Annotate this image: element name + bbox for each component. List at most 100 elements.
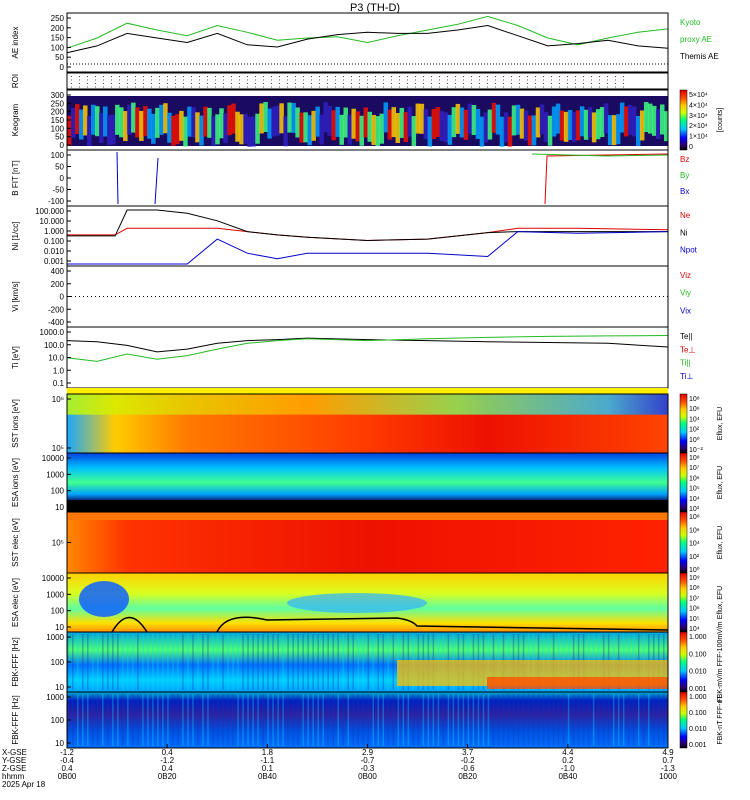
fbk-stripe bbox=[327, 634, 329, 690]
fbk-stripe bbox=[337, 634, 339, 690]
keogram-stripe bbox=[519, 108, 525, 139]
fbk-stripe bbox=[322, 634, 324, 690]
keogram-stripe bbox=[367, 111, 373, 142]
keogram-stripe bbox=[503, 112, 509, 143]
colorbar-tick: 10⁷ bbox=[689, 465, 700, 472]
keogram-stripe bbox=[75, 104, 80, 135]
roi-dot bbox=[183, 86, 184, 88]
roi-dot bbox=[207, 86, 208, 88]
keogram-stripe bbox=[627, 104, 633, 135]
roi-dot bbox=[503, 79, 504, 81]
ytick-label: 0.001 bbox=[44, 257, 65, 266]
roi-dot bbox=[447, 79, 448, 81]
fbk-stripe bbox=[577, 694, 580, 746]
keogram-stripe bbox=[531, 115, 537, 146]
roi-dot bbox=[591, 76, 592, 77]
fbk-stripe bbox=[462, 694, 465, 746]
roi-dot bbox=[183, 76, 184, 77]
fbk-stripe bbox=[167, 694, 169, 746]
panel-ylabel: ESA ions [eV] bbox=[11, 458, 20, 507]
colorbar-tick: 10⁰ bbox=[689, 436, 700, 444]
colorbar-tick: 10⁹ bbox=[689, 575, 700, 582]
fbk-stripe bbox=[627, 694, 630, 746]
colorbar bbox=[679, 393, 688, 454]
roi-dot bbox=[183, 79, 184, 81]
bx-line bbox=[154, 157, 159, 205]
legend-entry: Kyoto bbox=[680, 18, 701, 27]
fbk-stripe bbox=[237, 634, 239, 690]
roi-dot bbox=[615, 76, 616, 77]
keogram-stripe bbox=[395, 112, 401, 143]
sst-elec-spectrogram bbox=[67, 512, 668, 573]
roi-dot bbox=[535, 86, 536, 88]
fbk-stripe bbox=[282, 694, 284, 746]
keogram-stripe bbox=[659, 104, 665, 135]
keogram-stripe bbox=[327, 105, 332, 136]
keogram-stripe bbox=[647, 103, 653, 134]
roi-dot bbox=[407, 83, 408, 84]
fbk-stripe bbox=[297, 694, 299, 746]
panel-ylabel: Ti [eV] bbox=[11, 346, 20, 369]
fbk-stripe bbox=[312, 634, 314, 690]
ytick-label: 100 bbox=[51, 716, 65, 725]
roi-dot bbox=[551, 76, 552, 77]
keogram-stripe bbox=[463, 109, 469, 140]
colorbar-tick: 0.100 bbox=[689, 710, 707, 717]
keogram-stripe bbox=[571, 111, 577, 142]
colorbar bbox=[679, 452, 688, 513]
roi-dot bbox=[559, 83, 560, 84]
xaxis-value: 0.4 bbox=[61, 764, 73, 773]
ytick-label: 10.000 bbox=[40, 217, 65, 226]
roi-dot bbox=[623, 86, 624, 88]
fbk-stripe bbox=[642, 694, 645, 746]
keogram-stripe bbox=[491, 102, 497, 133]
ytick-label: 150 bbox=[51, 116, 65, 125]
keogram-stripe bbox=[171, 115, 176, 146]
keogram-stripe bbox=[359, 115, 364, 146]
roi-dot bbox=[415, 76, 416, 77]
colorbar-tick: 10⁰ bbox=[689, 566, 700, 574]
ytick-label: 150 bbox=[51, 34, 65, 43]
keogram-stripe bbox=[643, 102, 649, 133]
legend-entry: Viz bbox=[680, 271, 691, 280]
fbk-stripe bbox=[492, 694, 495, 746]
keogram-stripe bbox=[663, 111, 669, 142]
xaxis-value: 4.9 bbox=[662, 748, 674, 757]
fbk-stripe bbox=[187, 694, 189, 746]
roi-dot bbox=[279, 76, 280, 77]
keogram-stripe bbox=[483, 112, 489, 143]
keogram-stripe bbox=[459, 107, 465, 138]
fbk-stripe bbox=[407, 694, 410, 746]
roi-dot bbox=[319, 86, 320, 88]
keogram-stripe bbox=[131, 102, 136, 133]
panel-bfit: B FIT [nT] 100 50 0 -50 -100 Bz By Bx bbox=[11, 149, 689, 207]
fbk-stripe bbox=[537, 694, 540, 746]
fbk-stripe bbox=[147, 694, 149, 746]
roi-dot bbox=[567, 83, 568, 84]
fbk-stripe bbox=[82, 634, 84, 690]
keogram-stripe bbox=[231, 103, 236, 134]
panel-keogram: Keogram3002502001501005005×10⁴4×10⁴3×10⁴… bbox=[11, 89, 724, 151]
keogram-stripe bbox=[211, 116, 216, 147]
colorbar-tick: 3×10⁴ bbox=[689, 113, 708, 120]
roi-dot bbox=[119, 83, 120, 84]
roi-dot bbox=[567, 86, 568, 88]
ytick-label: 100 bbox=[51, 487, 65, 496]
xaxis-value: 3.7 bbox=[462, 748, 474, 757]
roi-dot bbox=[319, 83, 320, 84]
roi-dot bbox=[463, 79, 464, 81]
roi-dot bbox=[351, 79, 352, 81]
roi-dot bbox=[383, 83, 384, 84]
keogram-stripe bbox=[139, 110, 144, 141]
keogram-stripe bbox=[399, 107, 405, 138]
keogram-stripe bbox=[507, 116, 513, 147]
keogram-stripe bbox=[287, 102, 292, 133]
roi-dot bbox=[527, 86, 528, 88]
panel-roi: ROI bbox=[11, 72, 669, 90]
keogram-stripe bbox=[307, 115, 312, 146]
panel-fbk_b: FBK-FFF [Hz] 1000 100 10 1.000 0.100 0.010 0.00… bbox=[11, 691, 724, 749]
roi-dot bbox=[591, 83, 592, 84]
panel-sst_i: SST ions [eV] 10⁶ 10⁵ 10⁸ 10⁶ 10⁴ 10² 10⁰ 10⁻² Ef… bbox=[11, 388, 724, 454]
roi-dot bbox=[519, 76, 520, 77]
